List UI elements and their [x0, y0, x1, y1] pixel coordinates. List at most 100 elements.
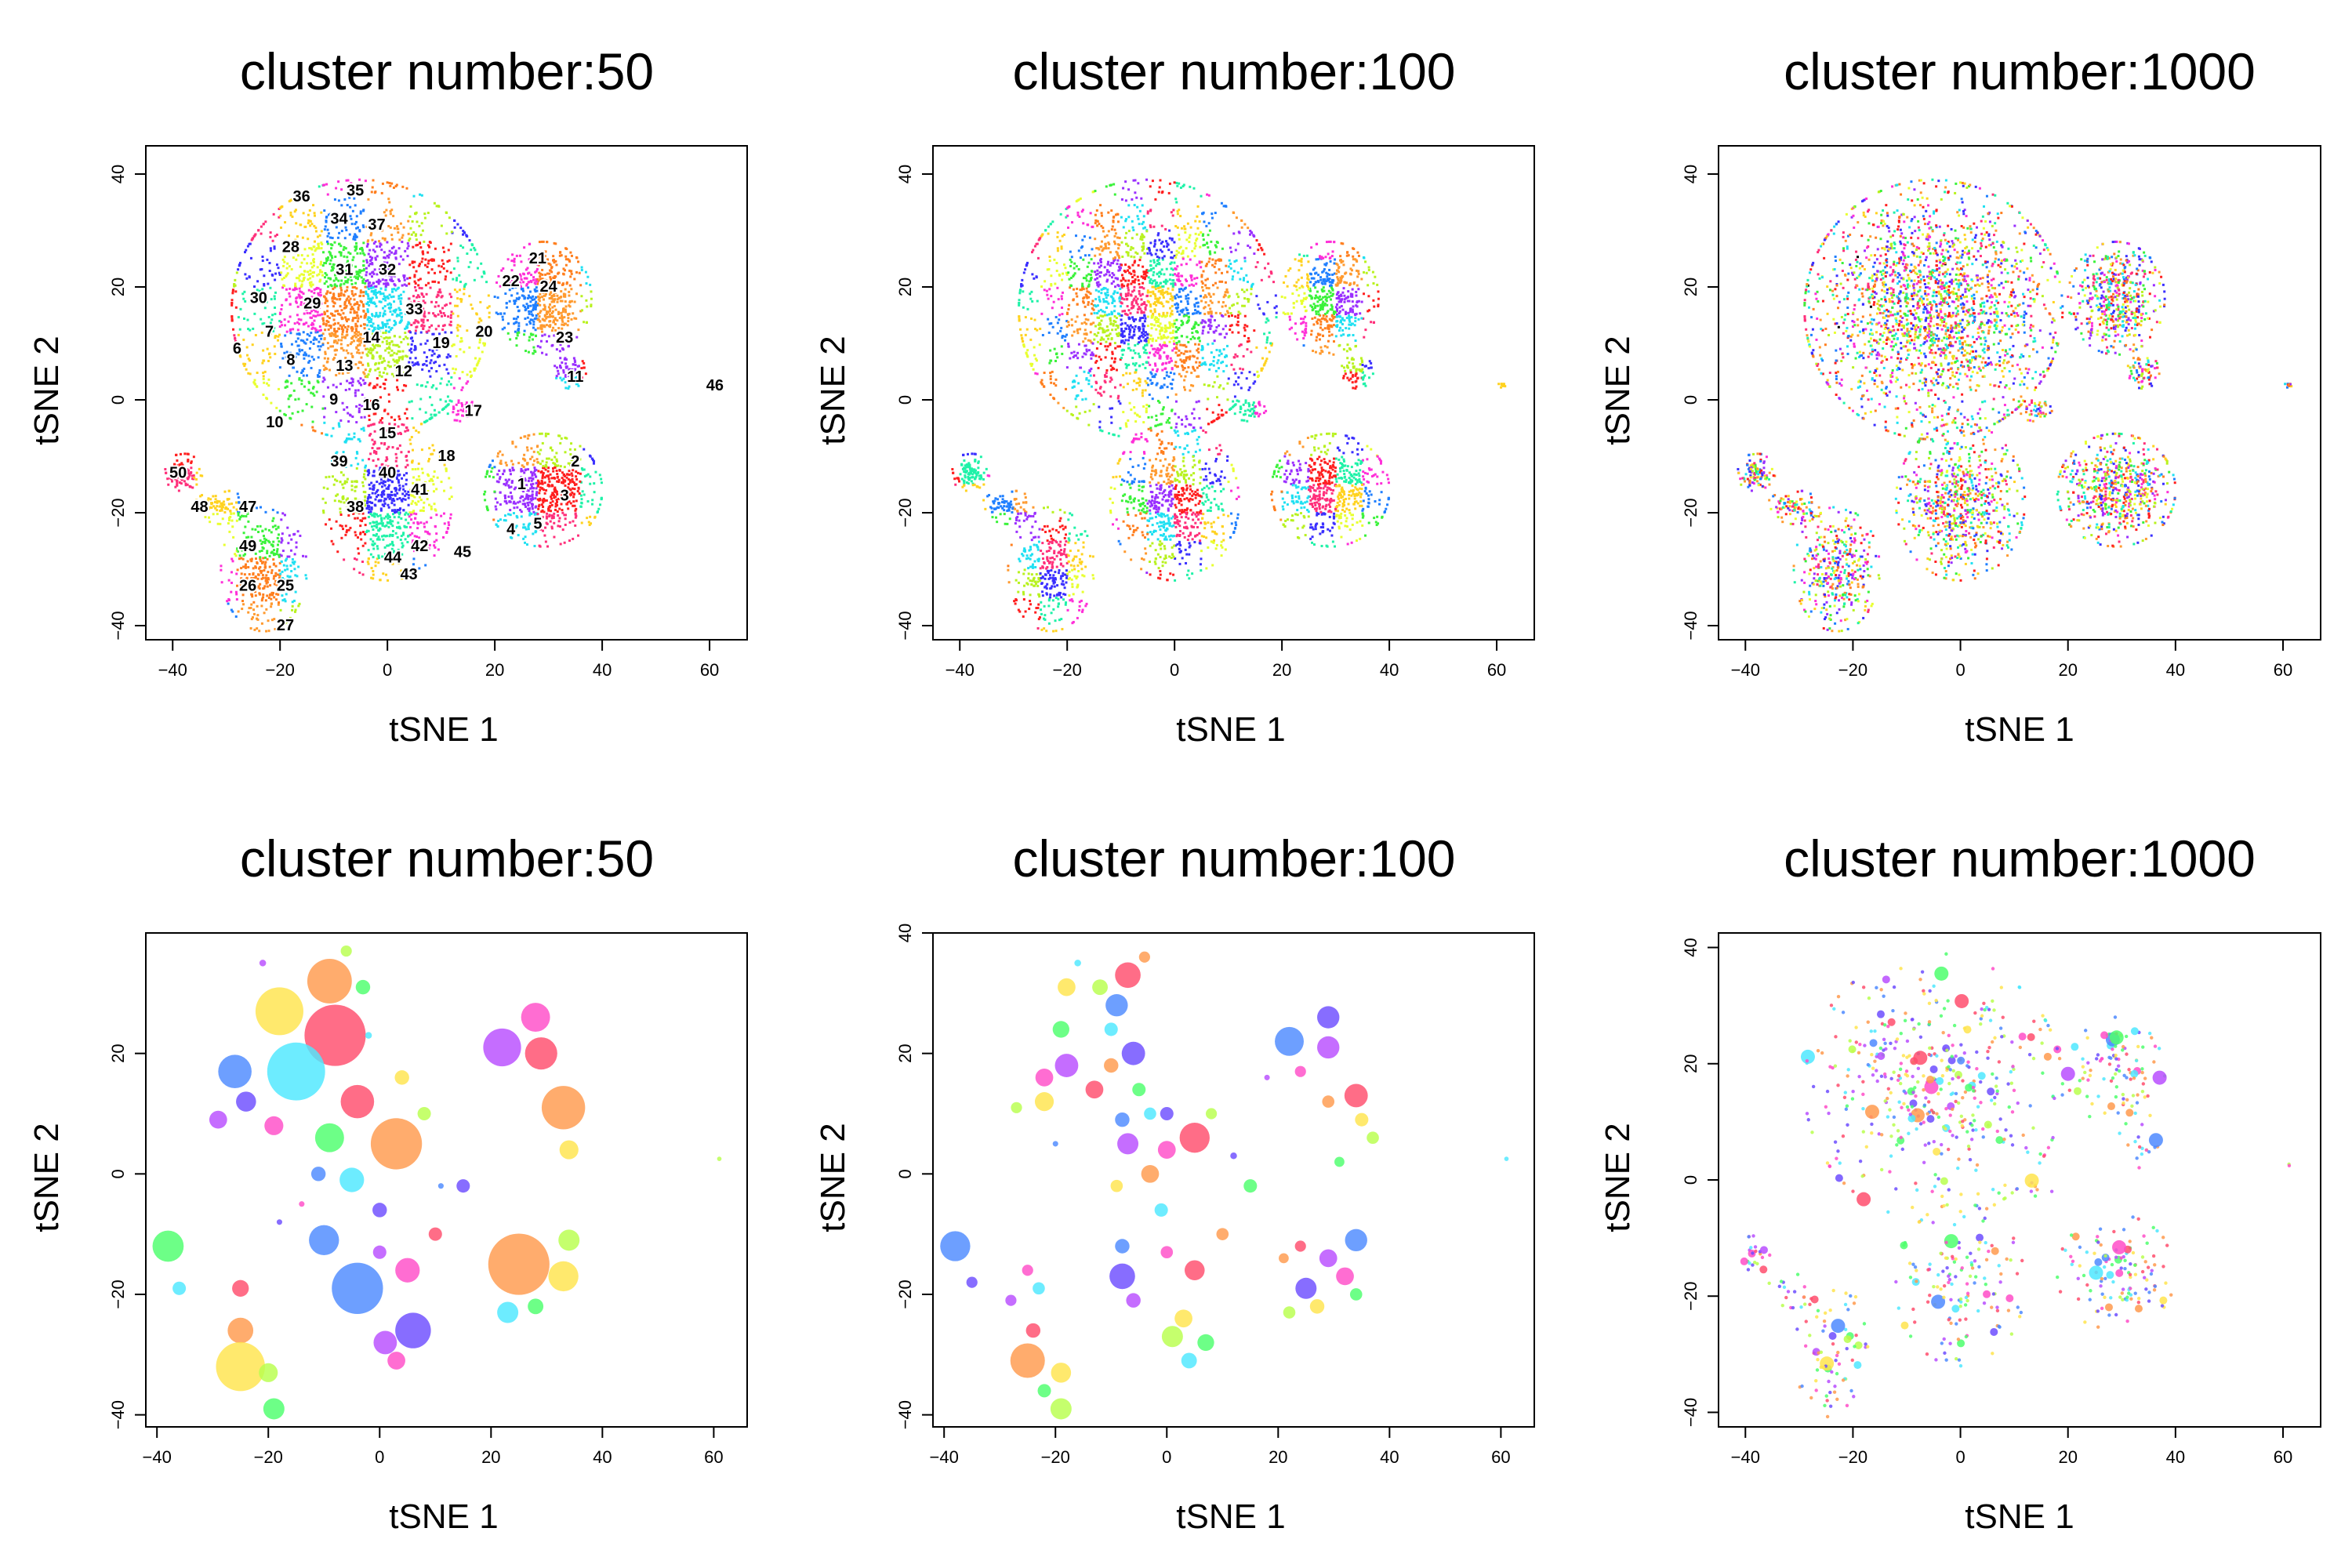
cell-point: [263, 586, 266, 590]
cell-point: [411, 511, 414, 514]
cell-point: [385, 209, 388, 212]
cell-point: [532, 510, 535, 514]
cell-point: [319, 270, 322, 274]
cell-point: [423, 212, 426, 216]
cell-point: [449, 320, 452, 323]
cell-point: [329, 345, 332, 348]
cell-point: [471, 307, 474, 310]
cell-point: [483, 272, 486, 275]
cell-point: [459, 348, 462, 351]
cell-point: [427, 271, 430, 274]
cell-point: [354, 303, 357, 306]
cell-point: [377, 227, 380, 230]
cell-point: [563, 489, 566, 492]
cell-point: [368, 424, 371, 427]
cell-point: [374, 256, 377, 260]
cell-point: [278, 576, 281, 579]
cell-point: [275, 406, 278, 409]
cell-point: [560, 437, 563, 440]
cell-point: [295, 541, 298, 544]
cell-point: [564, 305, 568, 308]
cell-point: [375, 296, 378, 299]
cell-point: [382, 482, 385, 485]
cell-point: [394, 360, 397, 363]
cell-point: [283, 260, 286, 263]
cell-point: [264, 599, 267, 602]
cell-point: [344, 388, 347, 391]
cell-point: [287, 354, 290, 357]
cell-point: [568, 448, 572, 451]
cell-point: [220, 564, 223, 568]
cell-point: [291, 608, 294, 612]
cell-point: [576, 374, 579, 377]
cell-point: [422, 307, 425, 310]
cell-point: [389, 478, 392, 481]
cell-point: [252, 576, 256, 579]
cell-point: [354, 332, 358, 336]
cell-point: [178, 481, 181, 484]
cell-point: [320, 260, 323, 263]
cell-point: [364, 397, 367, 401]
cell-point: [443, 363, 446, 366]
cell-point: [528, 514, 532, 517]
cell-point: [262, 535, 265, 538]
cell-point: [524, 468, 528, 471]
cell-point: [354, 204, 357, 207]
cell-point: [385, 555, 388, 558]
cell-point: [1214, 329, 1218, 332]
cell-point: [501, 328, 504, 331]
cell-point: [339, 510, 342, 514]
cell-point: [301, 236, 304, 239]
cell-point: [575, 470, 578, 474]
cell-point: [517, 325, 521, 328]
cell-point: [275, 598, 278, 601]
cell-point: [407, 343, 410, 346]
cell-point: [562, 267, 565, 270]
cell-point: [240, 567, 243, 570]
cell-point: [523, 277, 526, 280]
cell-point: [596, 510, 599, 513]
cell-point: [519, 437, 522, 440]
cell-point: [344, 263, 347, 267]
cell-point: [355, 227, 358, 230]
cell-point: [538, 296, 541, 299]
cell-point: [360, 246, 363, 249]
cell-point: [372, 335, 376, 338]
cell-point: [323, 378, 326, 381]
cell-point: [354, 277, 358, 280]
cell-point: [466, 252, 469, 256]
cell-point: [549, 520, 552, 523]
cell-point: [357, 306, 360, 309]
cell-point: [368, 368, 372, 371]
cell-point: [322, 395, 325, 398]
cell-point: [365, 464, 368, 467]
cell-point: [260, 604, 263, 608]
cluster-label: 45: [454, 543, 471, 561]
cell-point: [366, 504, 369, 507]
cell-point: [232, 535, 235, 539]
cluster-label: 21: [529, 250, 546, 267]
cell-point: [550, 493, 554, 496]
cell-point: [539, 339, 543, 343]
cell-point: [263, 284, 266, 287]
cell-point: [447, 315, 450, 318]
cell-point: [430, 404, 434, 407]
cell-point: [241, 608, 244, 611]
cell-point: [561, 490, 564, 493]
cell-point: [573, 359, 576, 362]
cell-point: [448, 380, 451, 383]
cell-point: [446, 404, 449, 407]
cell-point: [1053, 347, 1056, 350]
cell-point: [1273, 307, 1276, 310]
cell-point: [554, 318, 557, 321]
cell-point: [410, 502, 413, 505]
cell-point: [390, 522, 393, 525]
cell-point: [277, 603, 280, 606]
cell-point: [450, 400, 453, 403]
cell-point: [542, 240, 545, 243]
cell-point: [373, 250, 376, 253]
cell-point: [384, 329, 387, 332]
cell-point: [388, 497, 391, 500]
cell-point: [253, 628, 256, 631]
cell-point: [311, 274, 314, 278]
